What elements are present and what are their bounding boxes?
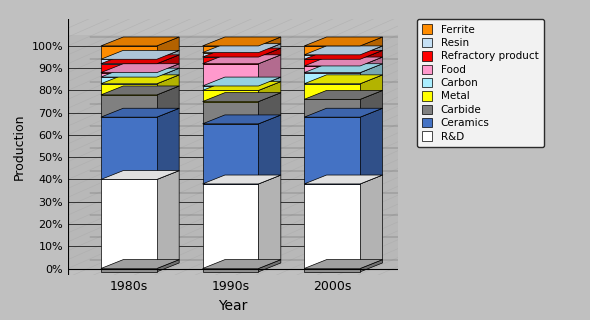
Polygon shape — [202, 184, 258, 268]
Polygon shape — [360, 64, 382, 84]
Polygon shape — [202, 48, 281, 57]
Polygon shape — [157, 68, 179, 84]
Polygon shape — [304, 73, 360, 84]
Polygon shape — [101, 268, 157, 272]
Polygon shape — [304, 268, 360, 272]
Polygon shape — [304, 37, 382, 46]
Polygon shape — [101, 84, 157, 95]
Polygon shape — [101, 64, 179, 73]
Y-axis label: Production: Production — [13, 114, 26, 180]
Polygon shape — [258, 48, 281, 64]
Polygon shape — [258, 55, 281, 86]
Polygon shape — [157, 108, 179, 180]
Polygon shape — [101, 260, 179, 268]
Polygon shape — [101, 50, 179, 59]
Polygon shape — [258, 37, 281, 52]
Polygon shape — [202, 52, 258, 57]
Polygon shape — [304, 46, 360, 55]
Polygon shape — [101, 55, 179, 64]
Polygon shape — [101, 37, 179, 46]
Polygon shape — [202, 268, 258, 272]
Polygon shape — [101, 77, 157, 84]
Polygon shape — [202, 260, 281, 268]
Polygon shape — [101, 95, 157, 117]
Polygon shape — [101, 171, 179, 180]
Polygon shape — [304, 46, 382, 55]
Polygon shape — [258, 82, 281, 101]
Polygon shape — [304, 91, 382, 99]
Polygon shape — [304, 175, 382, 184]
Polygon shape — [360, 50, 382, 66]
Polygon shape — [304, 108, 382, 117]
X-axis label: Year: Year — [218, 299, 248, 313]
Polygon shape — [304, 260, 382, 268]
Polygon shape — [157, 171, 179, 268]
Polygon shape — [157, 260, 179, 272]
Polygon shape — [304, 184, 360, 268]
Polygon shape — [258, 44, 281, 57]
Polygon shape — [304, 64, 382, 73]
Legend: Ferrite, Resin, Refractory product, Food, Carbon, Metal, Carbide, Ceramics, R&D: Ferrite, Resin, Refractory product, Food… — [417, 19, 543, 147]
Polygon shape — [101, 75, 179, 84]
Polygon shape — [101, 64, 157, 73]
Polygon shape — [101, 86, 179, 95]
Polygon shape — [101, 180, 157, 268]
Polygon shape — [202, 91, 258, 101]
Polygon shape — [258, 77, 281, 91]
Polygon shape — [360, 75, 382, 99]
Polygon shape — [157, 50, 179, 64]
Polygon shape — [360, 260, 382, 272]
Polygon shape — [304, 55, 360, 59]
Polygon shape — [157, 64, 179, 77]
Polygon shape — [157, 37, 179, 59]
Polygon shape — [101, 68, 179, 77]
Polygon shape — [202, 77, 281, 86]
Polygon shape — [304, 59, 360, 66]
Polygon shape — [202, 55, 281, 64]
Polygon shape — [360, 91, 382, 117]
Polygon shape — [202, 44, 281, 52]
Polygon shape — [304, 75, 382, 84]
Polygon shape — [304, 117, 360, 184]
Polygon shape — [101, 73, 157, 77]
Polygon shape — [360, 37, 382, 55]
Polygon shape — [258, 93, 281, 124]
Polygon shape — [157, 75, 179, 95]
Polygon shape — [304, 84, 360, 99]
Polygon shape — [304, 57, 382, 66]
Polygon shape — [360, 108, 382, 184]
Polygon shape — [258, 115, 281, 184]
Polygon shape — [304, 50, 382, 59]
Polygon shape — [202, 46, 258, 52]
Polygon shape — [258, 260, 281, 272]
Polygon shape — [258, 175, 281, 268]
Polygon shape — [202, 175, 281, 184]
Polygon shape — [360, 57, 382, 73]
Polygon shape — [304, 66, 360, 73]
Polygon shape — [157, 55, 179, 73]
Polygon shape — [202, 101, 258, 124]
Polygon shape — [101, 117, 157, 180]
Polygon shape — [101, 108, 179, 117]
Polygon shape — [360, 175, 382, 268]
Polygon shape — [202, 115, 281, 124]
Polygon shape — [157, 86, 179, 117]
Polygon shape — [202, 57, 258, 64]
Polygon shape — [202, 82, 281, 91]
Polygon shape — [202, 124, 258, 184]
Polygon shape — [202, 86, 258, 91]
Polygon shape — [101, 59, 157, 64]
Polygon shape — [202, 64, 258, 86]
Polygon shape — [101, 46, 157, 59]
Polygon shape — [304, 99, 360, 117]
Polygon shape — [202, 93, 281, 101]
Polygon shape — [360, 46, 382, 59]
Polygon shape — [68, 35, 404, 268]
Polygon shape — [202, 37, 281, 46]
